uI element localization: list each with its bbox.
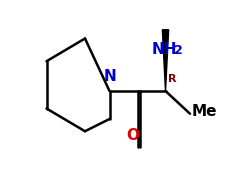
Text: O: O: [127, 128, 140, 143]
Text: 2: 2: [174, 44, 183, 57]
Text: NH: NH: [152, 42, 177, 57]
Text: N: N: [104, 69, 117, 84]
Polygon shape: [162, 30, 169, 91]
Text: R: R: [168, 74, 177, 84]
Text: Me: Me: [192, 104, 217, 120]
